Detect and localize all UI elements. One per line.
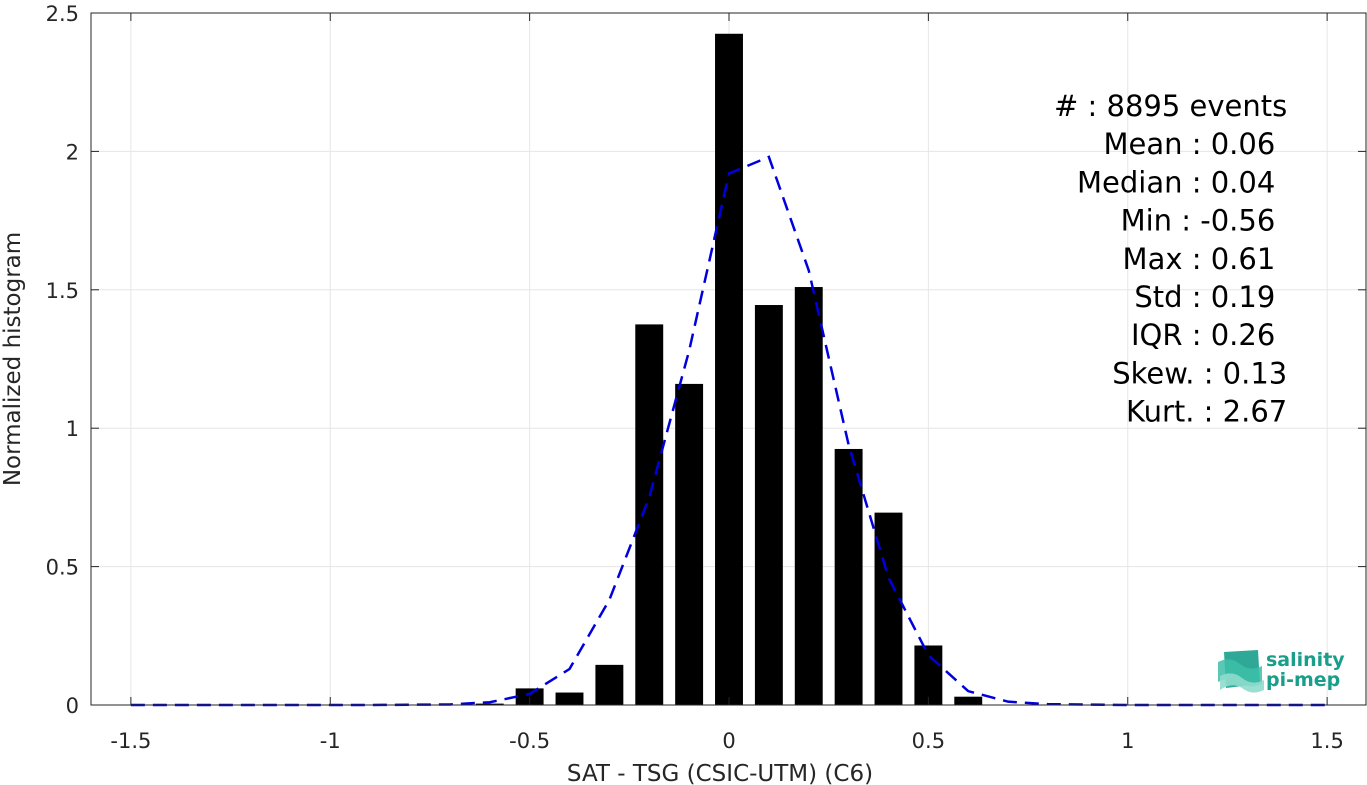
histogram-bar <box>475 703 504 705</box>
histogram-bar <box>555 692 584 705</box>
stat-line: # : 8895 events <box>1054 89 1287 123</box>
histogram-bar <box>954 696 983 705</box>
y-axis-label: Normalized histogram <box>0 232 26 486</box>
y-tick-label: 2 <box>66 140 79 164</box>
y-tick-label: 0 <box>66 694 79 718</box>
x-tick-labels: -1.5 -1 -0.5 0 0.5 1 1.5 <box>110 729 1343 753</box>
histogram-bar <box>754 305 783 705</box>
y-tick-label: 0.5 <box>46 556 79 580</box>
x-tick-label: 0.5 <box>912 729 945 753</box>
stat-line: Median : 0.04 <box>1077 165 1275 199</box>
x-tick-label: -0.5 <box>509 729 550 753</box>
statistics-box: # : 8895 events Mean : 0.06 Median : 0.04 M… <box>1054 89 1287 429</box>
x-tick-label: 0 <box>722 729 735 753</box>
x-tick-label: -1.5 <box>110 729 151 753</box>
stat-line: Mean : 0.06 <box>1103 127 1275 161</box>
stat-line: Min : -0.56 <box>1121 204 1276 238</box>
histogram-bar <box>914 645 943 705</box>
x-axis-label: SAT - TSG (CSIC-UTM) (C6) <box>567 761 873 785</box>
salinity-pimep-logo: salinity pi-mep <box>1218 649 1345 693</box>
histogram-bar <box>515 688 544 705</box>
stat-line: Kurt. : 2.67 <box>1126 395 1287 429</box>
x-tick-label: 1 <box>1121 729 1134 753</box>
stat-line: IQR : 0.26 <box>1131 318 1275 352</box>
histogram-bar <box>794 287 823 705</box>
y-tick-labels: 0 0.5 1 1.5 2 2.5 <box>46 2 79 718</box>
stat-line: Std : 0.19 <box>1134 280 1275 314</box>
plot-axes <box>90 12 1367 706</box>
y-tick-label: 1.5 <box>46 279 79 303</box>
histogram-bar <box>675 383 704 705</box>
logo-wave-icon <box>1218 650 1264 693</box>
y-tick-label: 2.5 <box>46 2 79 26</box>
histogram-bar <box>834 448 863 705</box>
logo-line1: salinity <box>1266 649 1345 671</box>
logo-line2: pi-mep <box>1266 669 1340 691</box>
x-tick-label: 1.5 <box>1310 729 1343 753</box>
stat-line: Max : 0.61 <box>1123 242 1276 276</box>
x-tick-label: -1 <box>320 729 341 753</box>
histogram-bar <box>715 33 743 705</box>
stat-line: Skew. : 0.13 <box>1112 356 1287 390</box>
histogram-bar <box>635 324 664 705</box>
histogram-bar <box>595 664 624 705</box>
y-tick-label: 1 <box>66 417 79 441</box>
